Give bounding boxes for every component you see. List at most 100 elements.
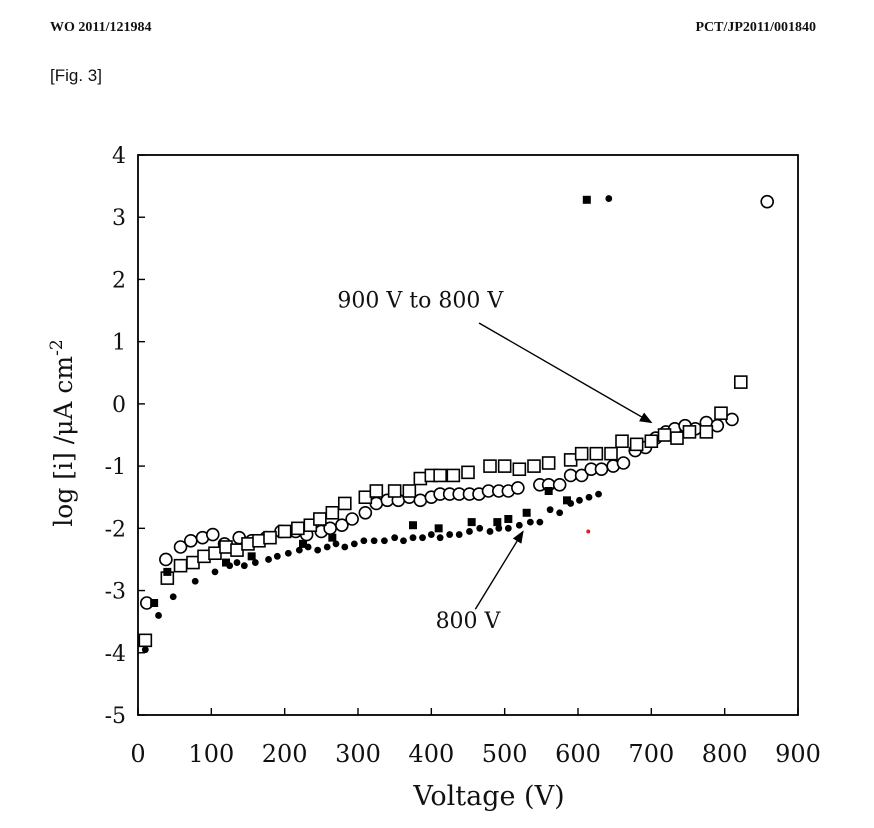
filled-circle-point [295,546,303,554]
x-tick-label: 700 [628,740,674,768]
filled-circle-point [240,562,248,570]
open-square-point [733,375,748,389]
filled-circle-point [391,534,399,542]
open-circle-point [511,481,525,495]
x-tick-label: 400 [408,740,454,768]
filled-circle-point [536,518,544,526]
filled-circle-point [273,552,281,560]
x-tick-label: 100 [188,740,234,768]
open-square-point [197,549,211,564]
open-square-point [589,446,604,461]
filled-square-point [467,518,476,527]
application-id: PCT/JP2011/001840 [695,20,816,35]
annotations: 900 V to 800 V 800 V [337,288,653,634]
filled-circle-point [595,490,602,498]
open-square-point [615,434,629,449]
filled-circle-point [265,556,272,563]
open-circle-point [335,518,349,533]
filled-square-point [493,518,502,527]
open-square-point [527,459,541,473]
filled-circle-point [314,546,322,554]
open-square-point [483,459,497,473]
filled-circle-point [211,568,219,576]
x-tick-label: 500 [482,740,528,768]
filled-circle-point [155,612,162,619]
red-dot-point [586,529,591,534]
filled-circle-point [455,531,463,538]
y-tick-label: 0 [112,393,126,418]
open-square-point [604,446,618,461]
open-square-point [173,558,188,573]
filled-circle-point [400,537,407,545]
open-square-point [497,459,512,473]
x-tick-label: 900 [775,740,821,768]
open-square-point [313,512,327,526]
open-square-point [574,446,589,461]
open-square-point [186,555,200,570]
annotation-arrow [478,322,653,424]
axis-ticks: 0 100 200 300 400 500 600 700 800 900 4 3 2 1 0 -1 -2 -3 -… [105,144,821,768]
y-tick-label: 2 [112,268,126,293]
open-square-point [337,496,352,511]
open-square-point [699,425,714,439]
filled-circle-point [251,559,259,566]
open-circle-point [358,505,373,520]
open-square-point [433,468,447,483]
filled-circle-point [419,534,426,542]
x-tick-label: 600 [555,740,601,768]
filled-circle-point [476,524,484,532]
filled-circle-point [304,543,312,551]
filled-circle-point [341,543,349,551]
open-circle-point [594,462,609,477]
filled-circle-point [526,518,534,526]
filled-circle-point [381,537,388,545]
document-id: WO 2011/121984 [50,20,152,35]
filled-circle-point [409,534,417,542]
filled-circle-point [233,559,241,566]
open-square-point [277,524,292,539]
y-tick-label: -1 [105,455,126,480]
open-circle-point [345,512,359,526]
y-tick-label: -5 [105,704,126,729]
filled-circle-point [446,531,454,538]
filled-circle-point [436,534,444,542]
data-marks [138,194,775,654]
filled-square-point [563,496,571,505]
open-square-point [387,484,402,498]
open-circle-point [173,540,188,554]
filled-circle-point [466,528,473,535]
filled-circle-point [332,540,340,548]
open-square-point [461,465,475,480]
filled-circle-point [350,540,358,548]
open-square-point [644,434,659,449]
filled-square-point [522,508,531,517]
filled-circle-point [284,549,292,557]
open-circle-point [616,456,631,470]
y-tick-label: -4 [105,642,126,667]
filled-circle-point [567,500,575,507]
open-square-point [263,530,277,545]
x-axis-label: Voltage (V) [412,781,564,812]
y-tick-label: 4 [112,144,126,169]
filled-square-point [504,515,513,523]
open-square-point [670,431,684,445]
filled-circle-point [360,537,368,545]
filled-circle-point [515,521,523,529]
open-square-point [138,633,153,648]
filled-circle-point [556,509,564,517]
filled-circle-point [504,524,512,532]
filled-circle-point [486,528,494,535]
y-tick-label: 3 [112,206,126,231]
filled-circle-point [226,562,234,570]
filled-circle-point [141,646,149,654]
open-square-point [291,521,305,536]
plot-area-frame [137,154,799,716]
open-square-point [446,468,461,483]
filled-circle-point [495,524,503,532]
open-square-point [682,425,697,439]
annotation-label: 800 V [436,609,502,634]
open-circle-point [184,533,198,548]
annotation-arrow [474,530,524,610]
open-square-point [629,437,644,452]
open-square-point [402,484,417,498]
